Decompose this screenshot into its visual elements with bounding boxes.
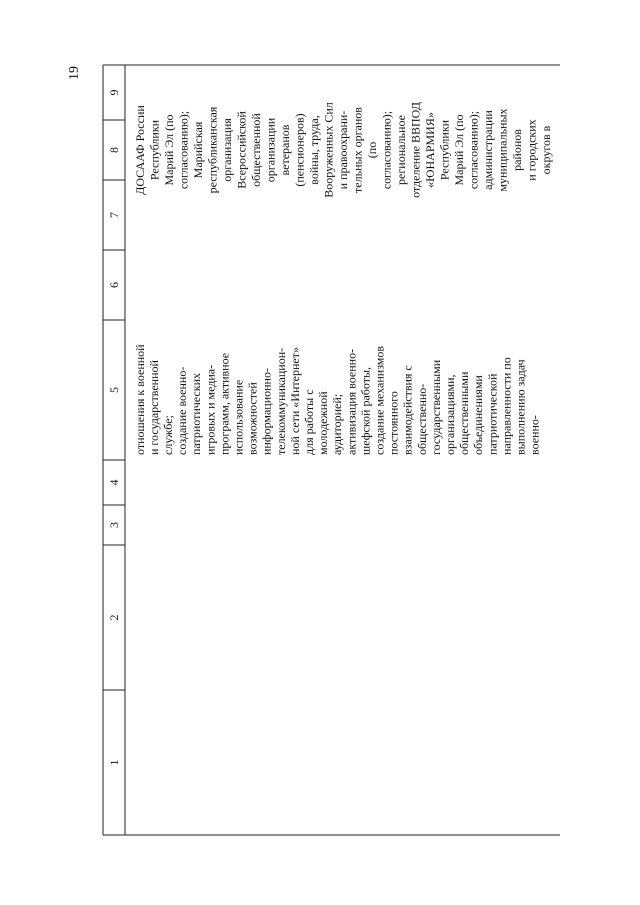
cell-line: войны, труда, bbox=[307, 115, 321, 184]
cell-line: активизация военно- bbox=[344, 349, 358, 455]
cell-line: военно- bbox=[528, 415, 542, 455]
cell-line: организации bbox=[263, 117, 277, 182]
column-number: 4 bbox=[107, 480, 121, 486]
cell-line: (по bbox=[365, 142, 379, 158]
cell-line: ДОСААФ России bbox=[133, 105, 147, 195]
cell-line: организация bbox=[220, 118, 234, 182]
column-number: 6 bbox=[107, 282, 121, 288]
column-number: 8 bbox=[107, 147, 121, 153]
cell-line: выполнению задач bbox=[513, 359, 527, 455]
cell-line: создание военно- bbox=[175, 367, 189, 455]
cell-line: ветеранов bbox=[278, 124, 292, 175]
column-number: 9 bbox=[107, 90, 121, 96]
cell-line: Марий Эл (по bbox=[162, 114, 176, 185]
cell-line: округов в bbox=[539, 125, 553, 174]
cell-line: телекоммуникацион- bbox=[274, 348, 288, 455]
cell-line: республиканская bbox=[205, 106, 219, 193]
cell-line: для работы с bbox=[302, 389, 316, 455]
cell-line: патриотических bbox=[189, 373, 203, 455]
cell-line: Всероссийской bbox=[234, 111, 248, 189]
cell-line: общественной bbox=[249, 113, 263, 187]
cell-line: районов bbox=[510, 129, 524, 171]
cell-line: государственными bbox=[429, 359, 443, 455]
cell-line: тельных органов bbox=[350, 107, 364, 193]
cell-line: «ЮНАРМИЯ» bbox=[423, 112, 437, 188]
cell-line: региональное bbox=[394, 115, 408, 185]
cell-line: информационно- bbox=[260, 368, 274, 455]
cell-line: Марий Эл (по bbox=[452, 114, 466, 185]
cell-line: согласованию); bbox=[466, 111, 480, 189]
cell-line: аудиторией; bbox=[330, 394, 344, 455]
cell-line: объединениями bbox=[471, 375, 485, 455]
cell-line: общественными bbox=[457, 371, 471, 455]
cell-line: ной сети «Интернет» bbox=[288, 347, 302, 455]
cell-line: Вооруженных Сил bbox=[321, 102, 335, 197]
cell-line: молодежной bbox=[316, 391, 330, 455]
cell-line: службе; bbox=[161, 415, 175, 455]
cell-line: взаимодействия с bbox=[401, 365, 415, 455]
cell-line: возможностей bbox=[246, 382, 260, 455]
column-number: 5 bbox=[107, 387, 121, 393]
cell-line: направленности по bbox=[499, 357, 513, 455]
cell-line: шефской работы, bbox=[358, 367, 372, 455]
page-number: 19 bbox=[67, 66, 82, 80]
cell-line: игровых и медиа- bbox=[203, 365, 217, 455]
cell-line: администрации bbox=[481, 110, 495, 190]
column-number: 7 bbox=[107, 212, 121, 218]
cell-line: согласованию); bbox=[176, 111, 190, 189]
cell-line: муниципальных bbox=[495, 108, 509, 191]
cell-line: отделение ВВПОД bbox=[408, 102, 422, 198]
column-number: 3 bbox=[107, 522, 121, 528]
cell-line: патриотической bbox=[485, 373, 499, 455]
cell-line: отношения к военной bbox=[133, 344, 147, 455]
cell-line: постоянного bbox=[387, 391, 401, 455]
cell-line: и правоохрани- bbox=[336, 111, 350, 190]
cell-line: и городских bbox=[524, 119, 538, 180]
cell-line: использование bbox=[231, 380, 245, 455]
cell-line: (пенсионеров) bbox=[292, 113, 306, 186]
cell-line: согласованию); bbox=[379, 111, 393, 189]
cell-line: и государственной bbox=[147, 359, 161, 455]
cell-line: общественно- bbox=[415, 384, 429, 455]
column-number: 2 bbox=[107, 615, 121, 621]
cell-line: создание механизмов bbox=[372, 346, 386, 455]
column-number: 1 bbox=[107, 760, 121, 766]
cell-line: организациями, bbox=[443, 374, 457, 455]
cell-line: Республики bbox=[147, 119, 161, 180]
cell-line: Республики bbox=[437, 119, 451, 180]
cell-line: Марийская bbox=[191, 121, 205, 178]
cell-line: программ, активное bbox=[217, 353, 231, 455]
